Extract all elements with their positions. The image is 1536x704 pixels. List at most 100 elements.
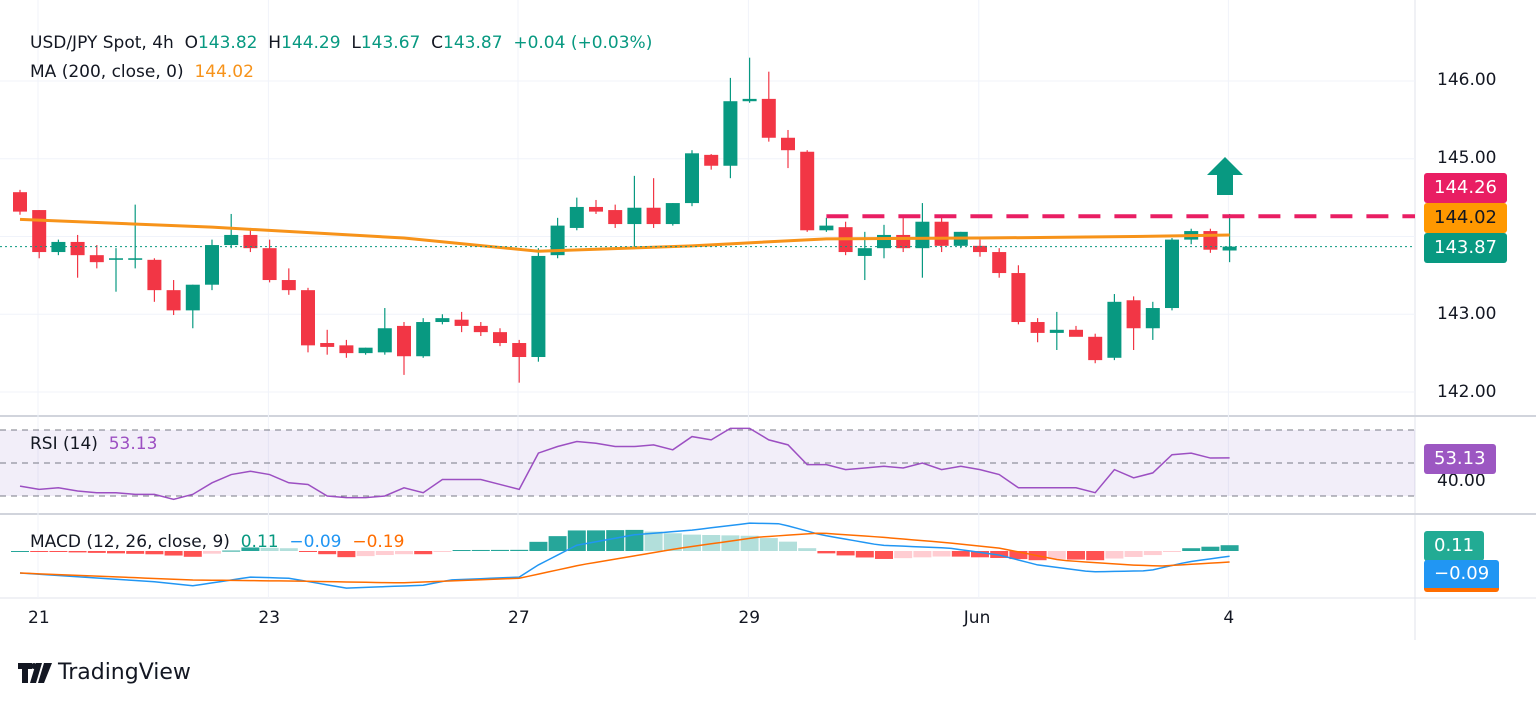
macd-histogram-bar — [875, 551, 893, 559]
macd-histogram-bar — [587, 530, 605, 551]
candle-up — [51, 241, 66, 253]
macd-histogram-bar — [356, 551, 375, 557]
macd-histogram-bar — [971, 551, 989, 558]
candle-down — [800, 151, 815, 231]
macd-histogram-bar — [817, 551, 836, 554]
macd-histogram-bar — [1105, 551, 1124, 559]
macd-histogram-bar — [606, 530, 625, 551]
macd-histogram-bar — [1163, 551, 1181, 552]
macd-histogram-bar — [145, 551, 164, 555]
macd-histogram-bar — [49, 551, 68, 552]
candle-down — [608, 210, 623, 225]
candle-down — [147, 259, 162, 291]
candle-up — [1165, 239, 1179, 309]
candle-down — [281, 280, 296, 291]
candle-down — [397, 325, 411, 357]
rsi-legend: RSI (14) 53.13 — [30, 434, 157, 454]
macd-histogram-bar — [1220, 545, 1239, 551]
time-tick: 21 — [28, 608, 50, 628]
macd-histogram-bar — [452, 550, 471, 552]
close-label: C — [431, 33, 444, 53]
candle-up — [1107, 301, 1122, 358]
macd-histogram-bar — [222, 550, 241, 552]
macd-histogram-bar — [433, 551, 452, 552]
tradingview-logo-icon — [18, 662, 52, 683]
candle-down — [13, 192, 27, 212]
candle-up — [723, 101, 738, 166]
macd-line-value: −0.09 — [289, 532, 342, 552]
macd-histogram-bar — [798, 548, 817, 551]
macd-histogram-bar — [625, 529, 644, 551]
ma-price-tag: 144.02 — [1424, 203, 1507, 233]
macd-histogram-bar — [299, 551, 317, 552]
macd-label: MACD (12, 26, close, 9) — [30, 532, 230, 552]
macd-histogram-bar — [1182, 548, 1201, 551]
macd-histogram-bar — [30, 551, 49, 552]
candle-up — [685, 153, 699, 204]
candle-down — [339, 345, 354, 354]
macd-histogram-bar — [894, 551, 913, 559]
macd-histogram-bar — [567, 530, 586, 551]
candle-up — [742, 98, 757, 102]
price-tick: 145.00 — [1437, 148, 1497, 168]
macd-histogram-bar — [471, 549, 490, 551]
price-tick: 146.00 — [1437, 70, 1497, 90]
time-tick: 4 — [1223, 608, 1235, 628]
macd-histogram-bar — [721, 535, 740, 551]
macd-histogram-bar — [1067, 551, 1085, 560]
candle-up — [915, 221, 930, 249]
price-tick: 142.00 — [1437, 382, 1497, 402]
price-tick: 143.00 — [1437, 304, 1497, 324]
macd-histogram-bar — [1086, 551, 1105, 561]
time-tick: 23 — [258, 608, 281, 628]
candle-down — [512, 343, 527, 358]
candle-down — [1030, 322, 1045, 333]
ma200-line — [19, 217, 1230, 253]
candle-up — [550, 225, 565, 256]
macd-histogram-bar — [395, 551, 413, 555]
candle-up — [109, 258, 123, 260]
last-price-tag: 143.87 — [1424, 233, 1507, 263]
candle-up — [1222, 246, 1237, 251]
candle-down — [473, 325, 488, 333]
candle-up — [377, 328, 392, 353]
macd-line-tag: −0.09 — [1424, 560, 1500, 592]
macd-histogram-bar — [951, 551, 970, 557]
ma-legend: MA (200, close, 0) 144.02 — [30, 62, 254, 82]
candle-up — [1145, 308, 1160, 329]
candle-up — [185, 284, 200, 311]
macd-histogram-bar — [337, 551, 356, 558]
macd-histogram-bar — [87, 551, 106, 553]
macd-histogram-bar — [529, 541, 548, 551]
macd-histogram-bar — [1143, 551, 1162, 556]
candle-down — [1088, 336, 1103, 361]
macd-histogram-bar — [126, 551, 145, 554]
macd-histogram-bar — [375, 551, 394, 556]
tradingview-logo[interactable]: TradingView — [18, 660, 191, 685]
candle-up — [857, 248, 872, 256]
candle-down — [1011, 273, 1026, 323]
macd-histogram-bar — [779, 541, 797, 551]
signal-line — [19, 532, 1230, 584]
candle-down — [704, 154, 719, 166]
change-value: +0.04 (+0.03%) — [513, 33, 653, 53]
open-label: O — [184, 33, 198, 53]
macd-histogram-bar — [932, 551, 951, 557]
macd-histogram-bar — [1201, 546, 1220, 551]
up-arrow-icon — [1207, 157, 1243, 195]
candle-down — [243, 234, 258, 249]
candle-down — [454, 319, 469, 326]
candle-up — [358, 347, 373, 354]
macd-histogram-bar — [318, 551, 337, 555]
ma-value: 144.02 — [194, 62, 254, 82]
macd-histogram-bar — [759, 538, 778, 551]
macd-hist-tag: 0.11 — [1424, 531, 1485, 561]
main-legend: USD/JPY Spot, 4h O143.82 H144.29 L143.67… — [30, 33, 652, 53]
macd-histogram-bar — [836, 551, 855, 556]
macd-histogram-bar — [11, 551, 29, 552]
candle-up — [531, 255, 546, 358]
candle-up — [224, 234, 239, 246]
candle-down — [89, 255, 104, 263]
low-value: 143.67 — [360, 33, 421, 53]
